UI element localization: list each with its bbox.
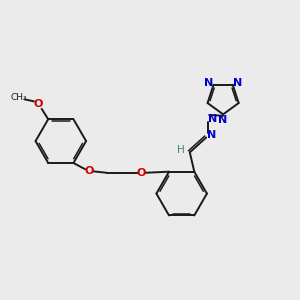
Text: H: H <box>177 145 185 155</box>
Text: N: N <box>208 114 217 124</box>
Text: O: O <box>84 166 94 176</box>
Text: O: O <box>137 168 146 178</box>
Text: CH₃: CH₃ <box>10 93 27 102</box>
Text: N: N <box>203 78 213 88</box>
Text: O: O <box>33 99 43 109</box>
Text: N: N <box>207 130 216 140</box>
Text: N: N <box>233 78 243 88</box>
Text: N: N <box>218 115 228 125</box>
